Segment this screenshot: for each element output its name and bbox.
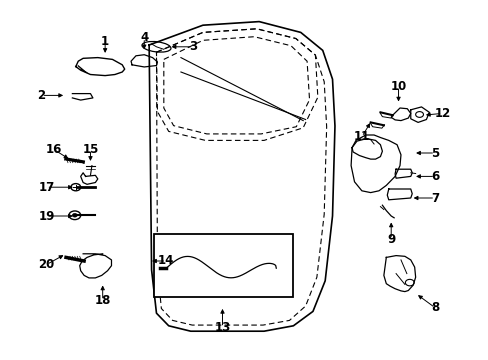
Text: 10: 10 (389, 80, 406, 93)
Text: 17: 17 (38, 181, 55, 194)
Text: 18: 18 (94, 294, 111, 307)
Text: 9: 9 (386, 233, 394, 246)
Text: 8: 8 (430, 301, 438, 314)
Text: 2: 2 (38, 89, 45, 102)
Text: 4: 4 (140, 31, 148, 44)
Text: 13: 13 (214, 321, 230, 334)
Text: 19: 19 (38, 210, 55, 222)
Text: 12: 12 (433, 107, 450, 120)
Text: 5: 5 (430, 147, 438, 159)
Text: 6: 6 (430, 170, 438, 183)
Text: 3: 3 (189, 40, 197, 53)
Circle shape (72, 213, 77, 217)
Text: 7: 7 (430, 192, 438, 204)
Text: 16: 16 (45, 143, 62, 156)
Text: 1: 1 (101, 35, 109, 48)
Text: 14: 14 (158, 255, 174, 267)
Text: 20: 20 (38, 258, 55, 271)
Text: 11: 11 (353, 130, 369, 143)
Text: 15: 15 (82, 143, 99, 156)
Bar (154, 234, 293, 297)
